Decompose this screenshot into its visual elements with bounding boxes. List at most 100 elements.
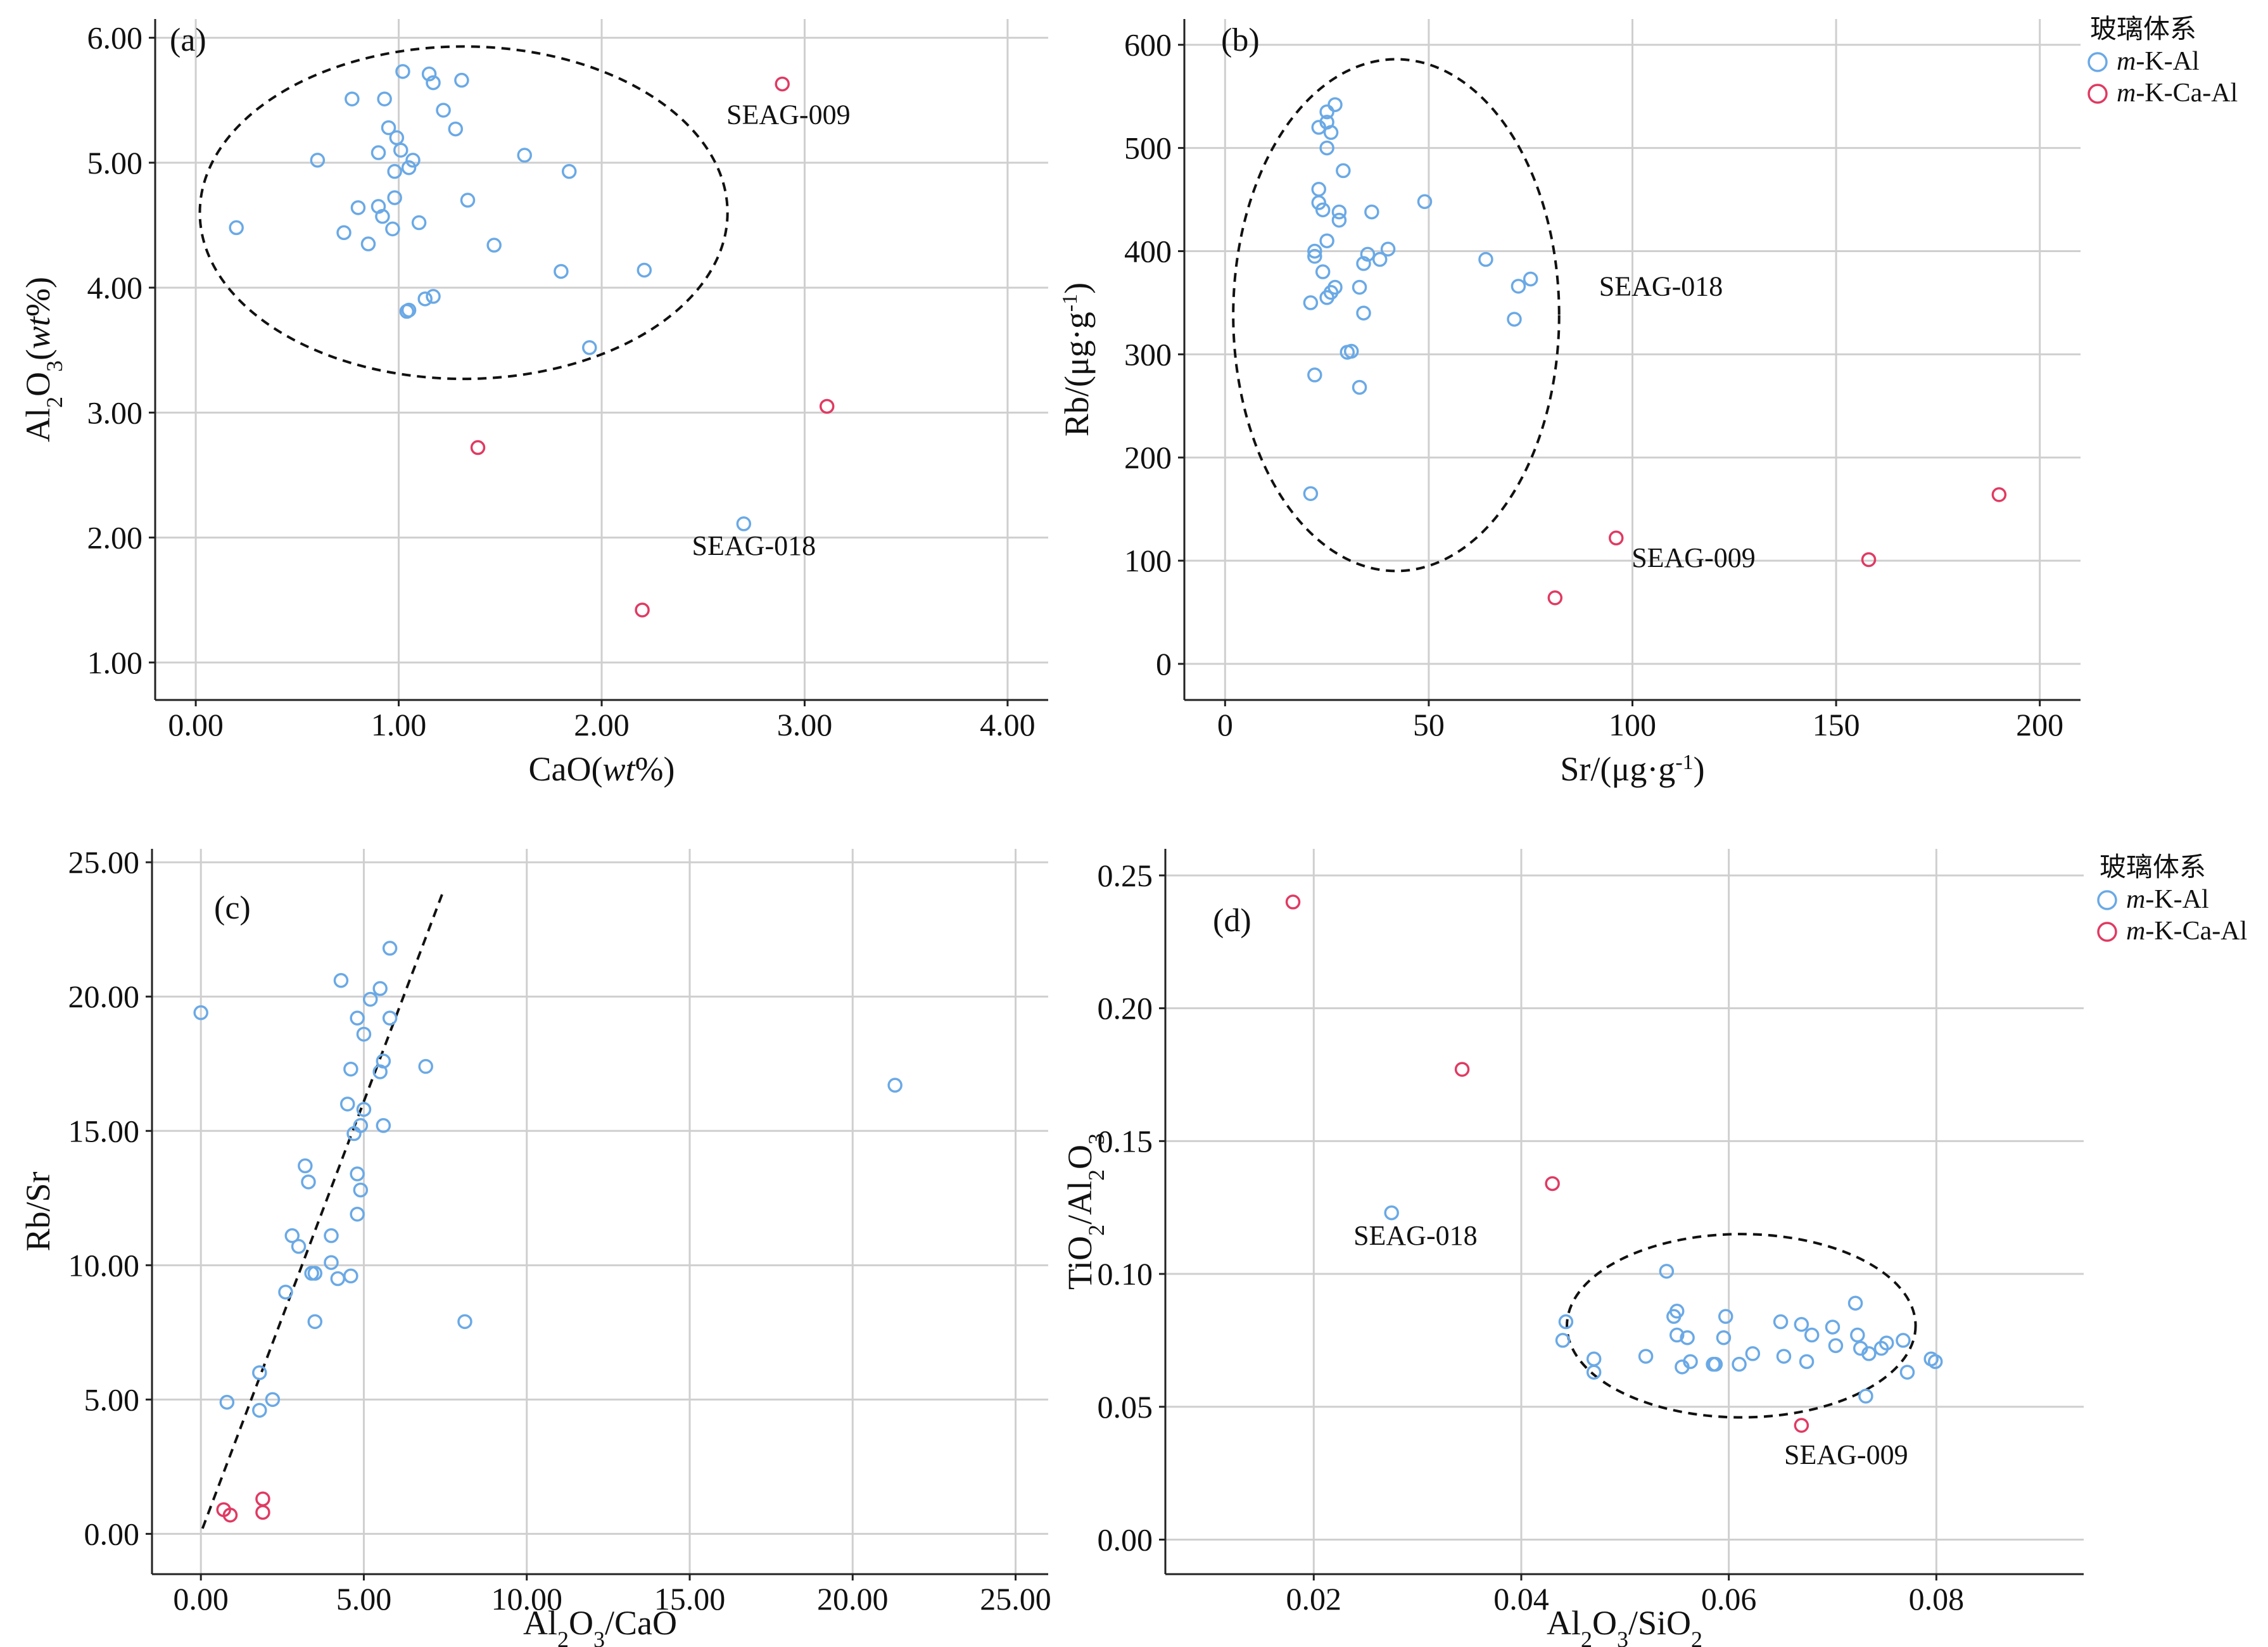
data-point — [635, 602, 650, 618]
data-point — [1511, 279, 1526, 294]
data-point — [1319, 140, 1334, 156]
data-point — [1850, 1327, 1865, 1343]
data-point — [1352, 279, 1367, 295]
data-point — [330, 1271, 346, 1287]
data-point — [1586, 1364, 1602, 1380]
chart-panel-4: 0.02 0.04 0.06 0.08 0.00 0.05 0.10 0.15 0.20 0.25… — [1061, 849, 2247, 1647]
data-point — [1336, 163, 1351, 179]
y-tick-label: 100 — [1124, 543, 1172, 578]
y-tick-label: 0.25 — [1098, 858, 1153, 893]
x-tick-label: 4.00 — [980, 707, 1036, 742]
data-point — [470, 440, 486, 455]
data-point — [457, 1314, 472, 1330]
data-point — [307, 1314, 323, 1330]
data-point — [561, 163, 577, 179]
y-axis-label: Rb/(μg·g-1) — [1058, 283, 1096, 436]
data-point — [436, 103, 451, 118]
series-m-K-Al — [1384, 1205, 1943, 1404]
data-point — [1307, 367, 1322, 383]
data-point — [517, 148, 532, 163]
data-point — [1991, 487, 2007, 502]
data-point — [1683, 1354, 1698, 1370]
y-axis-label: Rb/Sr — [19, 1171, 57, 1251]
point-annotation: SEAG-009 — [1784, 1439, 1908, 1470]
y-tick-label: 10.00 — [68, 1247, 140, 1283]
y-tick-label: 6.00 — [87, 20, 143, 56]
x-tick-label: 200 — [2016, 707, 2063, 742]
point-annotation: SEAG-009 — [1631, 542, 1756, 573]
y-tick-label: 500 — [1124, 130, 1172, 166]
data-point — [1825, 1320, 1840, 1335]
data-point — [1285, 894, 1301, 910]
data-point — [1861, 1346, 1877, 1361]
series-m-K-Ca-Al — [1547, 487, 2007, 606]
data-point — [1716, 1330, 1732, 1345]
data-point — [1356, 256, 1371, 271]
series-m-K-Al — [229, 64, 752, 531]
legend-marker — [2087, 84, 2108, 104]
data-point — [252, 1365, 267, 1380]
legend-title: 玻璃体系 — [2100, 851, 2206, 882]
data-point — [1384, 1205, 1399, 1221]
data-point — [426, 289, 441, 304]
data-point — [1847, 1295, 1863, 1311]
data-point — [1307, 243, 1322, 259]
data-point — [387, 190, 402, 205]
data-point — [336, 225, 352, 241]
x-axis-label: Al2O3/SiO2 — [1547, 1604, 1702, 1647]
data-point — [1896, 1333, 1911, 1348]
data-point — [1669, 1304, 1685, 1319]
data-point — [1356, 305, 1371, 321]
data-point — [417, 291, 433, 307]
y-axis-label: Al2O3(wt%) — [19, 277, 67, 442]
x-tick-label: 2.00 — [574, 707, 630, 742]
data-point — [229, 220, 244, 236]
data-point — [265, 1392, 281, 1408]
data-point — [255, 1504, 270, 1520]
legend-title: 玻璃体系 — [2090, 13, 2196, 44]
data-point — [350, 1166, 365, 1181]
data-point — [1545, 1176, 1560, 1192]
series-m-K-Ca-Al — [216, 1491, 270, 1523]
data-point — [1323, 125, 1339, 140]
data-point — [582, 340, 597, 355]
data-point — [1303, 295, 1319, 310]
data-point — [252, 1402, 267, 1418]
x-tick-label: 0.06 — [1701, 1581, 1757, 1617]
chart-panel-3: 0.00 5.00 10.00 15.00 20.00 25.00 0.00 5.00 10.0… — [19, 844, 1051, 1647]
data-point — [1773, 1314, 1789, 1330]
data-point — [324, 1255, 339, 1270]
data-point — [1454, 1062, 1470, 1077]
data-point — [1327, 97, 1343, 112]
data-point — [310, 153, 326, 168]
x-tick-label: 25.00 — [980, 1581, 1051, 1617]
data-point — [1799, 1354, 1815, 1370]
x-tick-label: 3.00 — [777, 707, 833, 742]
data-point — [1718, 1309, 1733, 1324]
legend-entry: m-K-Al — [2126, 885, 2209, 914]
data-point — [1327, 279, 1343, 295]
data-point — [1707, 1356, 1723, 1372]
dashed-trend-line — [201, 894, 443, 1529]
data-point — [345, 91, 360, 106]
y-tick-label: 300 — [1124, 336, 1172, 372]
data-point — [405, 153, 421, 168]
series-m-K-Al — [193, 941, 903, 1418]
legend-entry: m-K-Al — [2117, 47, 2200, 76]
data-point — [324, 1228, 339, 1243]
x-tick-label: 0.00 — [173, 1581, 229, 1617]
data-point — [1858, 1389, 1873, 1404]
y-tick-label: 4.00 — [87, 270, 143, 305]
y-tick-label: 0.20 — [1098, 991, 1153, 1026]
y-tick-label: 0.00 — [84, 1516, 140, 1551]
data-point — [382, 1010, 398, 1026]
legend: 玻璃体系 m-K-Al m-K-Ca-Al — [2097, 851, 2247, 946]
legend-entry: m-K-Ca-Al — [2117, 79, 2238, 108]
data-point — [343, 1061, 358, 1077]
data-point — [460, 193, 476, 208]
y-tick-label: 2.00 — [87, 520, 143, 556]
data-point — [401, 160, 417, 175]
data-point — [1364, 204, 1379, 220]
data-point — [1523, 271, 1538, 287]
point-annotation: SEAG-018 — [1353, 1220, 1478, 1251]
